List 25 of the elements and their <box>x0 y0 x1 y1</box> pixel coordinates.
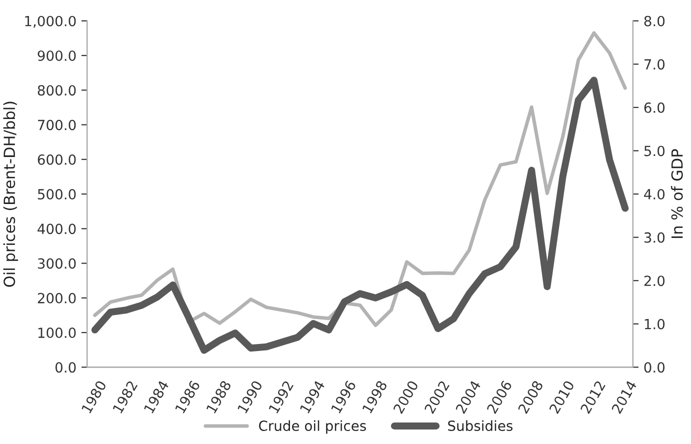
y-tick-label: 600.0 <box>38 154 76 165</box>
line-series <box>93 31 627 328</box>
y2-tick-label: 8.0 <box>644 16 665 26</box>
y2-tick-label: 5.0 <box>644 146 665 156</box>
y2-axis-title: In % of GDP <box>671 149 683 238</box>
y-tick-label: 100.0 <box>38 328 76 338</box>
y-tick-label: 900.0 <box>38 50 76 61</box>
y-tick-label: 1,000.0 <box>25 16 76 28</box>
legend-label: Subsidies <box>448 420 513 432</box>
y2-tick-label: 2.0 <box>644 276 665 286</box>
y2-tick-label: 4.0 <box>644 188 665 200</box>
y2-tick-label: 0.0 <box>644 362 665 373</box>
y2-tick-label: 1.0 <box>644 318 665 330</box>
y2-tick-label: 6.0 <box>644 102 665 113</box>
y2-tick-label: 3.0 <box>644 232 665 243</box>
y-tick-label: 300.0 <box>38 258 76 269</box>
y-tick-label: 0.0 <box>55 362 76 373</box>
y-tick-label: 700.0 <box>38 120 76 130</box>
y2-tick-label: 7.0 <box>644 59 665 70</box>
y-tick-label: 400.0 <box>38 224 76 234</box>
y-tick-label: 800.0 <box>38 85 76 96</box>
legend-label: Crude oil prices <box>259 420 366 434</box>
y-tick-label: 500.0 <box>38 188 76 200</box>
y-tick-label: 200.0 <box>38 292 76 304</box>
y-axis-title: Oil prices (Brent-DH/bbl) <box>3 102 18 287</box>
